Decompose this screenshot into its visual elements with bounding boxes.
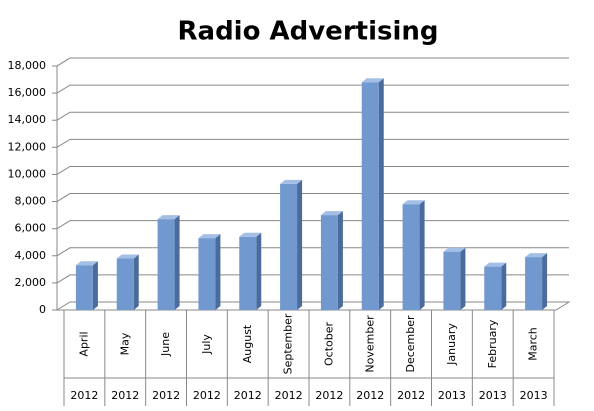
year-label: 2012 [152, 389, 180, 402]
x-tick-label: October [322, 322, 335, 366]
x-tick-label: April [77, 331, 90, 356]
year-label: 2013 [520, 389, 548, 402]
bar-top [198, 234, 221, 239]
grid-line [56, 165, 569, 175]
year-label: 2012 [234, 389, 262, 402]
bar [525, 257, 543, 310]
x-tick-label: September [282, 313, 295, 374]
bar [280, 183, 298, 310]
bar [239, 236, 257, 310]
grid-line [56, 138, 569, 148]
bar-top [361, 78, 384, 83]
y-tick-label: 6,000 [15, 222, 47, 235]
bar [116, 258, 134, 310]
year-label: 2013 [438, 389, 466, 402]
y-tick-label: 12,000 [8, 140, 47, 153]
bar-side [542, 253, 548, 310]
year-label: 2012 [70, 389, 98, 402]
bar-side [378, 78, 384, 311]
x-tick-label: August [241, 324, 254, 363]
bar-top [525, 253, 548, 258]
bar-top [280, 179, 303, 184]
bar-top [116, 254, 139, 259]
bar-side [133, 254, 139, 310]
grid-line [56, 193, 569, 202]
bar-side [337, 211, 343, 310]
year-label: 2012 [111, 389, 139, 402]
grid-line [56, 111, 569, 121]
bar-top [157, 215, 180, 220]
back-wall-edge [56, 57, 71, 310]
grid-line [56, 57, 569, 67]
bar [75, 265, 93, 310]
bar [443, 251, 461, 310]
bar-side [92, 261, 98, 310]
y-tick-label: 4,000 [15, 249, 47, 262]
y-tick-label: 0 [39, 303, 46, 316]
y-tick-label: 10,000 [8, 167, 47, 180]
year-label: 2013 [479, 389, 507, 402]
chart-title: Radio Advertising [178, 17, 439, 47]
bar-side [419, 200, 425, 310]
y-tick-label: 14,000 [8, 113, 47, 126]
bar-side [174, 215, 180, 310]
y-tick-label: 16,000 [8, 86, 47, 99]
year-label: 2012 [315, 389, 343, 402]
bar [198, 238, 216, 310]
x-tick-label: February [486, 319, 499, 368]
x-tick-label: December [404, 315, 417, 373]
x-tick-label: November [363, 315, 376, 373]
x-tick-label: July [200, 334, 213, 355]
bar [157, 219, 175, 310]
bar-side [501, 262, 507, 310]
x-tick-label: January [445, 323, 458, 366]
bar-top [75, 261, 98, 266]
year-label: 2012 [193, 389, 221, 402]
x-tick-label: June [159, 332, 172, 357]
year-label: 2012 [356, 389, 384, 402]
bar-side [256, 232, 262, 310]
bar [361, 82, 379, 311]
y-tick-label: 2,000 [15, 276, 47, 289]
year-label: 2012 [275, 389, 303, 402]
year-label: 2012 [397, 389, 425, 402]
bar-top [402, 200, 425, 205]
bar-top [443, 247, 466, 252]
bar-top [320, 211, 343, 216]
bar-top [484, 262, 507, 267]
grid-line [56, 84, 569, 94]
bar-top [239, 232, 262, 237]
bar [484, 266, 502, 310]
bar-side [297, 179, 303, 310]
y-tick-label: 18,000 [8, 59, 47, 72]
bar [320, 215, 338, 310]
grid-line [56, 220, 569, 230]
bar [402, 204, 420, 310]
bar-side [215, 234, 221, 310]
x-tick-label: March [527, 327, 540, 361]
bar-side [460, 247, 466, 310]
y-tick-label: 8,000 [15, 195, 47, 208]
x-tick-label: May [118, 332, 131, 355]
